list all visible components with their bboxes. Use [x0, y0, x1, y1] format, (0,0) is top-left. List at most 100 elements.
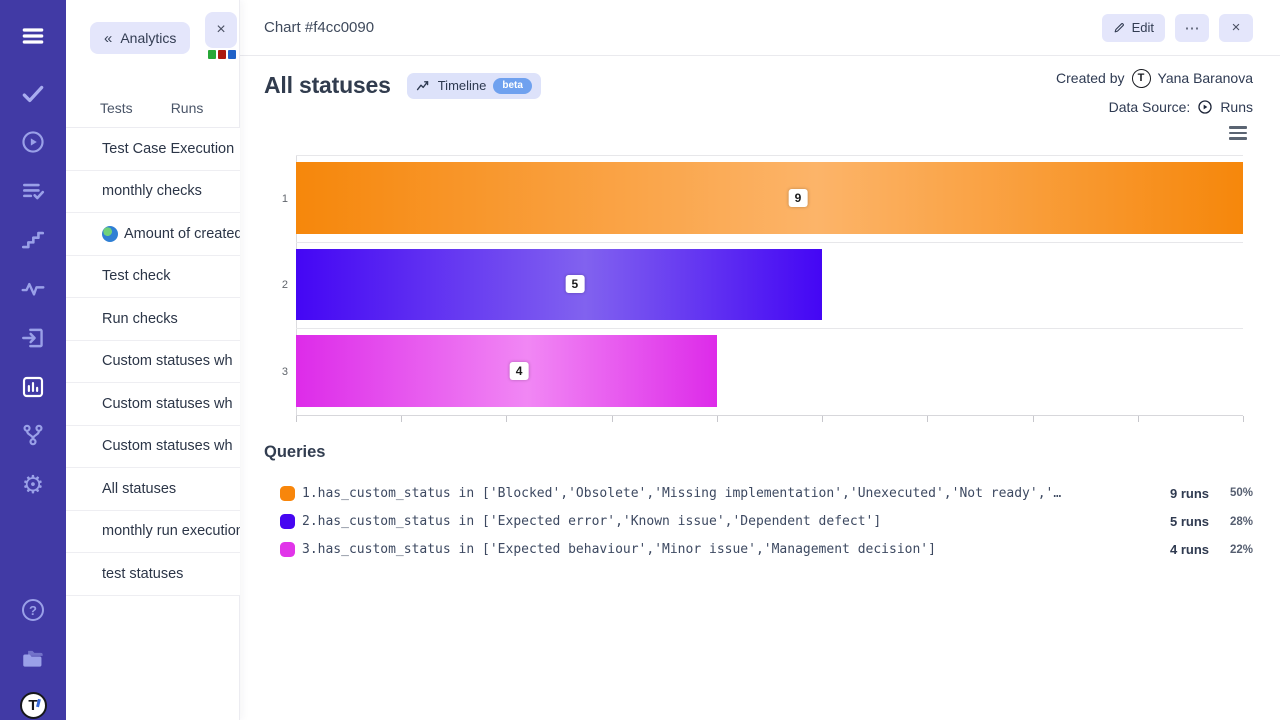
- x-axis-tick: [822, 416, 824, 422]
- bar-series-3[interactable]: 4: [296, 335, 717, 407]
- x-axis-tick: [1243, 416, 1244, 422]
- category-label: 2: [281, 279, 288, 292]
- x-axis-tick: [401, 416, 403, 422]
- x-axis-tick: [927, 416, 929, 422]
- pencil-icon: [1114, 23, 1124, 33]
- panel-tabs: Tests Runs: [66, 88, 240, 128]
- analytics-panel: « Analytics × Tests Runs Test Case Execu…: [66, 0, 240, 720]
- sidebar-chart-item[interactable]: test statuses: [66, 553, 240, 596]
- mini-chart-icon: [208, 50, 236, 59]
- pulse-activity-icon[interactable]: [19, 275, 47, 303]
- sidebar-chart-item[interactable]: Custom statuses wh: [66, 383, 240, 426]
- sidebar-chart-item[interactable]: All statuses: [66, 468, 240, 511]
- chart-item-label: Test Case Execution: [102, 140, 235, 157]
- checklist-icon[interactable]: [19, 177, 47, 205]
- chart-title-row: All statuses Timeline beta: [264, 72, 541, 99]
- bar-track: 9: [296, 162, 1243, 234]
- bar-value-label: 4: [509, 362, 529, 381]
- bar-series-1[interactable]: 9: [296, 162, 1243, 234]
- analytics-back-button[interactable]: « Analytics: [90, 22, 191, 54]
- close-icon: ×: [216, 21, 226, 38]
- sidebar-chart-item[interactable]: Custom statuses wh: [66, 425, 240, 468]
- chart-item-label: monthly checks: [102, 183, 202, 200]
- tab-runs[interactable]: Runs: [170, 99, 204, 116]
- left-icon-rail: ⚙ ? T: [0, 0, 66, 720]
- avatar: T: [1131, 68, 1151, 88]
- sidebar-chart-item[interactable]: Test Case Execution: [66, 128, 240, 171]
- query-runs-count: 9 runs: [1169, 485, 1209, 501]
- chart-item-label: All statuses: [102, 480, 177, 497]
- analytics-bar-chart-icon[interactable]: [19, 373, 47, 401]
- close-chart-button[interactable]: ×: [1219, 13, 1253, 42]
- edit-button[interactable]: Edit: [1101, 13, 1165, 42]
- x-axis-tick: [611, 416, 613, 422]
- beta-badge: beta: [493, 77, 532, 94]
- chevrons-left-icon: «: [104, 29, 113, 47]
- chart-item-label: Custom statuses wh: [102, 353, 233, 370]
- more-options-button[interactable]: ⋯: [1175, 13, 1209, 42]
- timeline-toggle[interactable]: Timeline beta: [406, 72, 541, 99]
- query-text: 3.has_custom_status in ['Expected behavi…: [302, 542, 936, 558]
- sidebar-chart-item[interactable]: monthly run execution: [66, 510, 240, 553]
- chart-item-label: Test check: [102, 268, 171, 285]
- bar-series-2[interactable]: 5: [296, 248, 823, 321]
- projects-folders-icon[interactable]: [19, 645, 47, 673]
- edit-button-label: Edit: [1131, 20, 1154, 35]
- sidebar-chart-item[interactable]: Custom statuses wh: [66, 340, 240, 383]
- main-content: Chart #f4cc0090 Edit ⋯ × All statuses Ti…: [240, 0, 1280, 720]
- runs-play-icon[interactable]: [19, 128, 47, 156]
- gear-glyph: ⚙: [21, 469, 45, 499]
- settings-gear-icon[interactable]: ⚙: [19, 470, 47, 498]
- panel-close-button[interactable]: ×: [205, 12, 237, 48]
- chart-item-label: test statuses: [102, 565, 184, 582]
- ellipsis-icon: ⋯: [1184, 19, 1200, 37]
- query-text: 2.has_custom_status in ['Expected error'…: [302, 514, 882, 530]
- branch-fork-icon[interactable]: [19, 421, 47, 449]
- queries-section: Queries 1.has_custom_status in ['Blocked…: [264, 443, 1253, 564]
- created-by-label: Created by: [1056, 70, 1125, 86]
- query-row: 1.has_custom_status in ['Blocked','Obsol…: [264, 479, 1253, 507]
- x-axis-tick: [296, 416, 297, 422]
- mini-chart-square: [208, 50, 216, 59]
- chart-item-label: monthly run execution: [102, 523, 240, 540]
- help-icon[interactable]: ?: [19, 596, 47, 624]
- query-percent: 50%: [1229, 487, 1253, 500]
- query-color-swatch: [280, 542, 295, 558]
- help-glyph: ?: [22, 599, 44, 621]
- bar-track: 5: [296, 248, 1243, 321]
- author-name: Yana Baranova: [1157, 70, 1253, 86]
- header-actions: Edit ⋯ ×: [1101, 13, 1253, 42]
- menu-icon[interactable]: [19, 22, 47, 50]
- account-logo-icon[interactable]: T: [19, 691, 47, 719]
- chart-context-menu-button[interactable]: [1229, 126, 1247, 143]
- sign-in-icon[interactable]: [19, 324, 47, 352]
- milestones-stairs-icon[interactable]: [19, 226, 47, 254]
- bar-track: 4: [296, 335, 1243, 407]
- tests-check-icon[interactable]: [19, 80, 47, 108]
- sidebar-chart-item[interactable]: Test check: [66, 255, 240, 298]
- sidebar-chart-item[interactable]: monthly checks: [66, 170, 240, 213]
- created-by-line: Created by T Yana Baranova: [1056, 68, 1253, 88]
- bar-value-label: 5: [565, 275, 585, 294]
- timeline-label: Timeline: [437, 78, 487, 93]
- play-circle-icon: [1198, 100, 1212, 114]
- chart-list: Test Case Execution monthly checks Amount …: [66, 128, 240, 596]
- chart-item-label: Run checks: [102, 310, 178, 327]
- tab-tests[interactable]: Tests: [100, 99, 133, 116]
- x-axis-tick: [716, 416, 718, 422]
- data-source-line: Data Source: Runs: [1056, 97, 1253, 117]
- sidebar-chart-item[interactable]: Run checks: [66, 298, 240, 341]
- x-axis: [296, 415, 1244, 423]
- queries-heading: Queries: [264, 443, 326, 461]
- query-color-swatch: [280, 514, 295, 530]
- query-percent: 22%: [1229, 543, 1253, 556]
- category-label: 1: [281, 192, 288, 205]
- chart-item-label: Custom statuses wh: [102, 395, 233, 412]
- data-source-value: Runs: [1220, 99, 1253, 115]
- query-runs-count: 4 runs: [1169, 542, 1209, 558]
- query-text: 1.has_custom_status in ['Blocked','Obsol…: [302, 485, 1062, 501]
- sidebar-chart-item[interactable]: Amount of created: [66, 213, 240, 256]
